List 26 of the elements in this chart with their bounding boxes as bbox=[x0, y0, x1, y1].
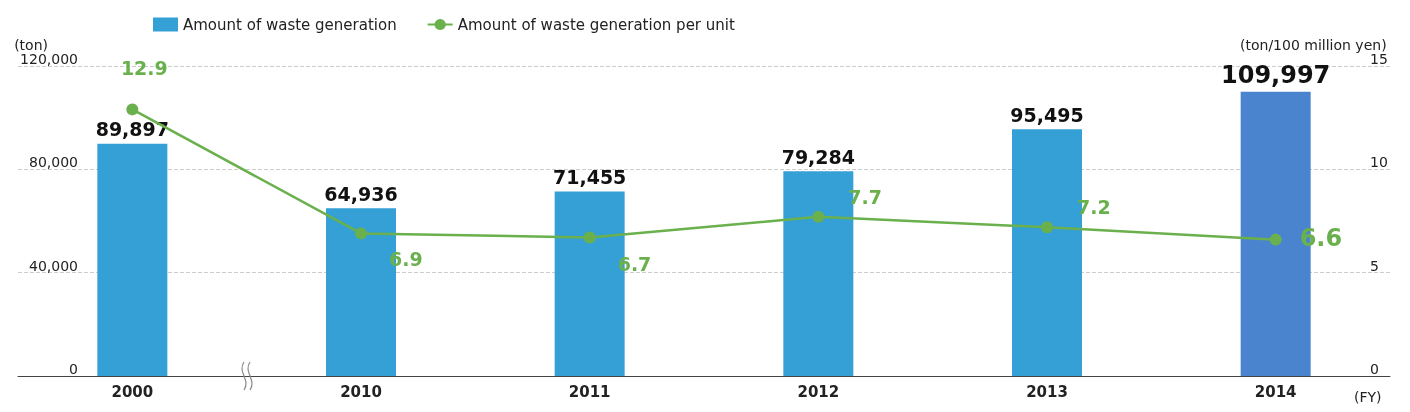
y-tick-label: 120,000 bbox=[20, 51, 78, 67]
data-label: 89,897 bbox=[95, 118, 169, 141]
x-axis-title: (FY) bbox=[1354, 389, 1382, 405]
data-label: 71,455 bbox=[553, 165, 627, 188]
y2-tick-label: 10 bbox=[1370, 154, 1388, 171]
y-axis-title: (ton) bbox=[14, 37, 48, 54]
y2-axis-title: (ton/100 million yen) bbox=[1240, 37, 1387, 54]
legend-label: Amount of waste generation per unit bbox=[457, 15, 735, 34]
y-tick-label: 0 bbox=[69, 361, 78, 377]
data-label: 109,997 bbox=[1221, 60, 1331, 89]
x-tick-label: 2014 bbox=[1254, 382, 1297, 401]
y2-tick-label: 5 bbox=[1370, 257, 1379, 274]
y-tick-label: 80,000 bbox=[29, 154, 78, 171]
x-tick-label: 2010 bbox=[340, 382, 382, 401]
data-label: 79,284 bbox=[781, 145, 855, 168]
y2-tick-label: 0 bbox=[1370, 361, 1379, 377]
y2-tick-label: 15 bbox=[1370, 51, 1388, 67]
legend-label: Amount of waste generation bbox=[183, 15, 397, 34]
x-tick-label: 2011 bbox=[568, 382, 611, 401]
data-label: 95,495 bbox=[1010, 103, 1084, 126]
y-tick-label: 40,000 bbox=[29, 257, 78, 274]
x-tick-label: 2000 bbox=[111, 382, 154, 401]
x-tick-label: 2012 bbox=[797, 382, 840, 401]
x-tick-label: 2013 bbox=[1026, 382, 1068, 401]
data-label: 12.9 bbox=[120, 56, 168, 79]
data-label: 64,936 bbox=[324, 182, 398, 205]
